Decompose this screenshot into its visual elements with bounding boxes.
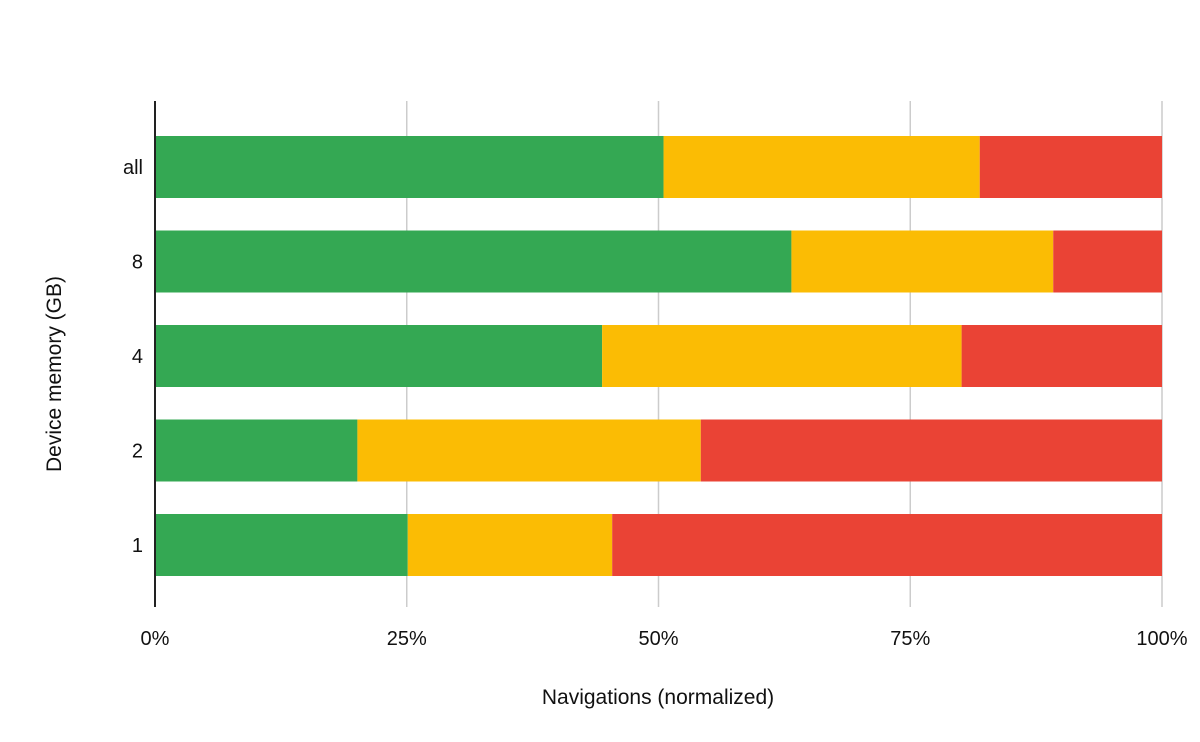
bar-segment <box>155 325 603 387</box>
bar-segment <box>602 325 962 387</box>
x-tick-label: 50% <box>638 628 678 650</box>
bar-segment <box>700 419 1162 482</box>
x-tick-label: 100% <box>1136 628 1187 650</box>
y-tick-label: 8 <box>132 252 143 274</box>
bar-segment <box>791 230 1054 293</box>
bar-segment <box>612 514 1162 576</box>
y-tick-label: 4 <box>132 346 143 368</box>
bar-segment <box>155 230 792 293</box>
bar-segment <box>155 136 664 198</box>
bar-segment <box>961 325 1162 387</box>
y-tick-label: all <box>123 157 143 179</box>
x-tick-label: 25% <box>387 628 427 650</box>
x-tick-label: 75% <box>890 628 930 650</box>
x-axis-title: Navigations (normalized) <box>542 686 774 709</box>
bar-segment <box>357 419 701 482</box>
bar-segment <box>155 419 358 482</box>
y-tick-labels: all 8 4 2 1 <box>123 157 143 557</box>
bar-segment <box>1053 230 1162 293</box>
x-tick-labels: 0% 25% 50% 75% 100% <box>141 628 1188 650</box>
bar-segment <box>155 514 408 576</box>
bars <box>155 136 1162 576</box>
bar-segment <box>663 136 980 198</box>
y-tick-label: 2 <box>132 441 143 463</box>
y-axis-title: Device memory (GB) <box>43 276 66 472</box>
bar-segment <box>407 514 613 576</box>
bar-segment <box>979 136 1162 198</box>
x-tick-label: 0% <box>141 628 170 650</box>
y-tick-label: 1 <box>132 535 143 557</box>
